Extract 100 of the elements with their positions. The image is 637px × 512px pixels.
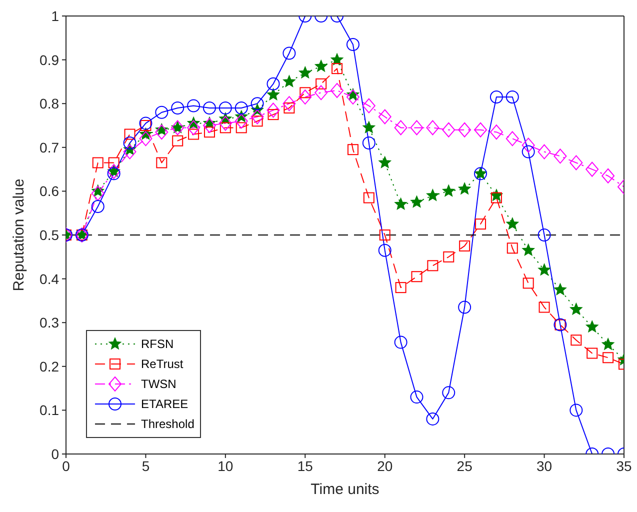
legend-label: RFSN — [141, 337, 174, 351]
point — [379, 230, 390, 240]
y-tick-label: 0.4 — [40, 270, 60, 287]
point — [234, 114, 248, 129]
legend-label: ETAREE — [141, 397, 188, 411]
point — [346, 38, 360, 51]
point — [282, 46, 296, 60]
point — [236, 122, 247, 134]
point — [554, 283, 566, 296]
point — [522, 145, 535, 158]
point — [218, 116, 232, 131]
point — [155, 124, 168, 140]
point — [506, 218, 519, 230]
point — [330, 82, 344, 98]
point — [139, 116, 152, 130]
point — [538, 144, 551, 160]
point — [204, 126, 215, 138]
point — [602, 338, 614, 350]
y-tick-label: 0.8 — [40, 96, 60, 112]
point — [586, 348, 598, 359]
point — [490, 124, 503, 140]
point — [411, 271, 422, 282]
point — [586, 162, 599, 177]
point — [188, 128, 200, 140]
point — [458, 182, 471, 194]
point — [332, 63, 343, 74]
point — [538, 302, 550, 313]
point — [266, 77, 280, 90]
point — [283, 75, 296, 87]
point — [410, 196, 423, 208]
point — [458, 300, 472, 314]
point — [394, 198, 407, 210]
legend-label: TWSN — [141, 377, 176, 391]
point — [490, 192, 502, 204]
point — [299, 66, 312, 78]
point — [187, 120, 200, 136]
point — [475, 218, 486, 230]
point — [91, 200, 104, 214]
point — [314, 85, 328, 100]
point — [362, 98, 376, 114]
x-axis-title: Time units — [310, 481, 380, 498]
point — [570, 334, 582, 346]
point — [362, 136, 376, 150]
point — [474, 122, 488, 138]
point — [427, 260, 438, 272]
x-tick-label: 35 — [616, 458, 632, 474]
point — [172, 135, 184, 146]
point — [554, 148, 567, 164]
point — [139, 131, 152, 146]
y-tick-label: 0.7 — [40, 139, 60, 156]
y-tick-label: 0.2 — [40, 358, 60, 374]
point — [124, 128, 136, 140]
point — [506, 131, 519, 146]
y-tick-label: 1 — [51, 8, 60, 24]
point — [538, 228, 551, 242]
point — [506, 90, 519, 104]
x-tick-label: 5 — [142, 458, 150, 474]
point — [570, 155, 583, 170]
x-tick-label: 20 — [377, 458, 393, 474]
point — [395, 282, 406, 294]
point — [458, 122, 472, 138]
point — [363, 192, 374, 204]
point — [123, 144, 136, 160]
point — [570, 303, 582, 315]
point — [314, 60, 328, 72]
x-tick-label: 25 — [456, 458, 473, 474]
point — [410, 390, 424, 404]
y-tick-label: 0.1 — [40, 402, 60, 418]
y-tick-label: 0.9 — [40, 52, 60, 68]
point — [442, 386, 456, 400]
point — [378, 109, 392, 124]
point — [443, 251, 454, 262]
legend-label: ReTrust — [141, 357, 184, 371]
y-tick-label: 0 — [51, 446, 60, 462]
point — [394, 120, 408, 136]
point — [202, 118, 216, 133]
x-tick-label: 15 — [297, 458, 314, 474]
x-tick-label: 0 — [62, 458, 70, 474]
point — [378, 156, 391, 168]
point — [107, 167, 120, 180]
point — [250, 109, 264, 124]
point — [347, 144, 358, 156]
point — [394, 336, 408, 349]
point — [410, 120, 424, 136]
point — [459, 240, 470, 252]
point — [506, 242, 518, 254]
point — [426, 120, 440, 136]
point — [282, 96, 296, 112]
y-tick-label: 0.3 — [40, 314, 60, 331]
point — [522, 138, 535, 153]
point — [426, 412, 440, 426]
point — [586, 320, 598, 332]
x-tick-label: 30 — [536, 458, 552, 474]
point — [570, 404, 583, 417]
point — [298, 90, 312, 105]
point — [346, 90, 360, 105]
point — [123, 136, 136, 150]
point — [202, 101, 216, 114]
point — [362, 121, 376, 133]
point — [92, 157, 104, 168]
